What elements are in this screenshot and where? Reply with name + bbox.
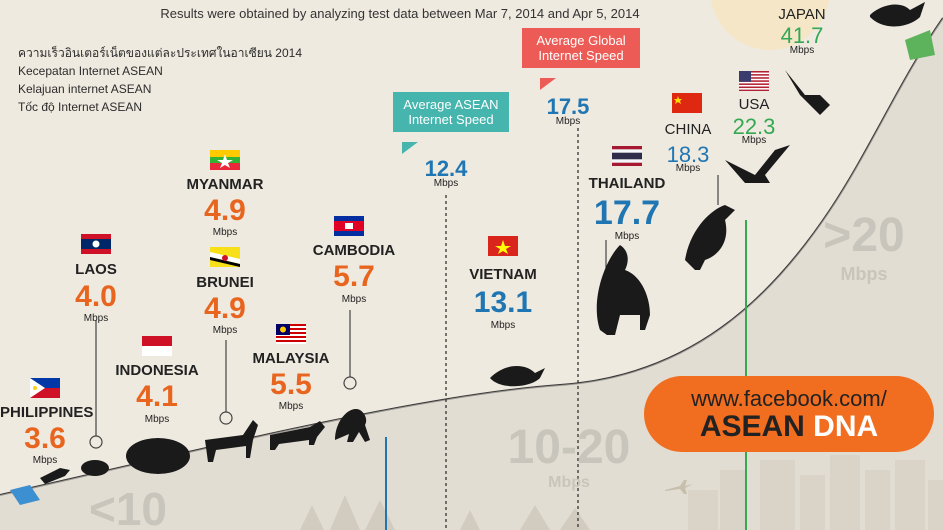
unit-cambodia: Mbps xyxy=(341,294,367,305)
unit-indonesia: Mbps xyxy=(144,414,170,425)
unit-usa: Mbps xyxy=(741,135,767,146)
country-name-thailand: THAILAND xyxy=(588,175,666,192)
brunei-flag-icon xyxy=(210,247,240,267)
end-flag-icon xyxy=(905,30,935,60)
myanmar-flag-icon xyxy=(210,150,240,170)
country-pins xyxy=(89,175,719,449)
country-name-japan: JAPAN xyxy=(778,6,826,23)
speed-thailand: 17.7 xyxy=(593,194,661,232)
unit-vietnam: Mbps xyxy=(490,320,516,331)
thailand-flag-icon xyxy=(612,146,642,166)
otter-icon xyxy=(270,421,325,450)
animal-silhouettes xyxy=(40,2,925,484)
speed-japan: 41.7 xyxy=(780,23,824,48)
speed-indonesia: 4.1 xyxy=(136,380,178,413)
country-name-philippines: PHILIPPINES xyxy=(0,404,94,421)
lizard-icon xyxy=(40,468,70,484)
unit-thailand: Mbps xyxy=(614,231,640,242)
tier-high-label: >20 xyxy=(823,209,905,262)
start-flag-icon xyxy=(10,485,40,505)
usa-flag-icon xyxy=(739,71,769,91)
unit-malaysia: Mbps xyxy=(278,401,304,412)
speed-myanmar: 4.9 xyxy=(204,194,246,227)
cambodia-flag-icon xyxy=(334,216,364,236)
hippo-icon xyxy=(126,438,190,474)
eagle-icon xyxy=(725,145,790,183)
unit-brunei: Mbps xyxy=(212,325,238,336)
horse-icon xyxy=(685,205,735,270)
speed-cambodia: 5.7 xyxy=(333,260,375,293)
laos-flag-icon xyxy=(81,234,111,254)
brand-name: ASEAN DNA xyxy=(644,412,934,442)
country-name-myanmar: MYANMAR xyxy=(186,176,264,193)
header-note: Results were obtained by analyzing test … xyxy=(160,6,640,21)
country-name-usa: USA xyxy=(738,96,770,113)
brand-name-asean: ASEAN xyxy=(699,410,805,443)
global-callout-pointer xyxy=(540,78,556,90)
title-thai: ความเร็วอินเตอร์เน็ตของแต่ละประเทศในอาเซ… xyxy=(18,46,303,60)
country-name-cambodia: CAMBODIA xyxy=(312,242,396,259)
speed-laos: 4.0 xyxy=(75,280,117,313)
sun-shape xyxy=(710,0,830,50)
duck-icon xyxy=(490,366,545,387)
global-average-unit: Mbps xyxy=(555,116,581,127)
tier-low-label: <10 xyxy=(88,483,168,530)
country-name-vietnam: VIETNAM xyxy=(469,266,537,283)
malaysia-flag-icon xyxy=(276,324,306,344)
unit-laos: Mbps xyxy=(83,313,109,324)
frog-icon xyxy=(81,460,109,476)
unit-china: Mbps xyxy=(675,163,701,174)
asean-average-unit: Mbps xyxy=(433,178,459,189)
speed-malaysia: 5.5 xyxy=(270,368,312,401)
unit-philippines: Mbps xyxy=(32,455,58,466)
asean-average-callout: Average ASEAN Internet Speed xyxy=(393,92,509,132)
country-name-indonesia: INDONESIA xyxy=(115,362,199,379)
vietnam-flag-icon xyxy=(488,236,518,256)
tier-high-unit: Mbps xyxy=(840,264,888,284)
country-name-china: CHINA xyxy=(664,121,712,138)
title-vietnamese: Tốc độ Internet ASEAN xyxy=(18,100,143,114)
country-name-brunei: BRUNEI xyxy=(196,274,254,291)
title-indonesian: Kecepatan Internet ASEAN xyxy=(18,64,163,78)
global-average-value: 17.5 xyxy=(546,94,590,119)
speed-brunei: 4.9 xyxy=(204,292,246,325)
global-average-callout: Average Global Internet Speed xyxy=(522,28,640,68)
unit-japan: Mbps xyxy=(789,45,815,56)
country-name-malaysia: MALAYSIA xyxy=(252,350,330,367)
facebook-promo-badge[interactable]: www.facebook.com/ ASEAN DNA xyxy=(644,376,934,452)
monkey-japan-icon xyxy=(870,2,925,27)
tier-mid-label: 10-20 xyxy=(507,421,631,474)
facebook-url[interactable]: www.facebook.com/ xyxy=(691,386,887,411)
indonesia-flag-icon xyxy=(142,336,172,356)
title-malay: Kelajuan internet ASEAN xyxy=(18,82,152,96)
brand-name-dna: DNA xyxy=(813,410,879,443)
elephant-icon xyxy=(596,245,650,335)
china-flag-icon xyxy=(672,93,702,113)
airplane-icon xyxy=(665,480,693,494)
philippines-flag-icon xyxy=(30,378,60,398)
country-name-laos: LAOS xyxy=(75,261,117,278)
monkey-icon xyxy=(335,409,370,442)
asean-callout-pointer xyxy=(402,142,418,154)
unit-myanmar: Mbps xyxy=(212,227,238,238)
speed-usa: 22.3 xyxy=(732,114,776,139)
speed-philippines: 3.6 xyxy=(24,422,66,455)
asean-average-value: 12.4 xyxy=(424,156,468,181)
goat-icon xyxy=(205,420,258,462)
speed-vietnam: 13.1 xyxy=(473,286,533,319)
speed-china: 18.3 xyxy=(666,142,710,167)
tier-mid-unit: Mbps xyxy=(548,474,590,491)
bird-icon xyxy=(785,70,830,115)
